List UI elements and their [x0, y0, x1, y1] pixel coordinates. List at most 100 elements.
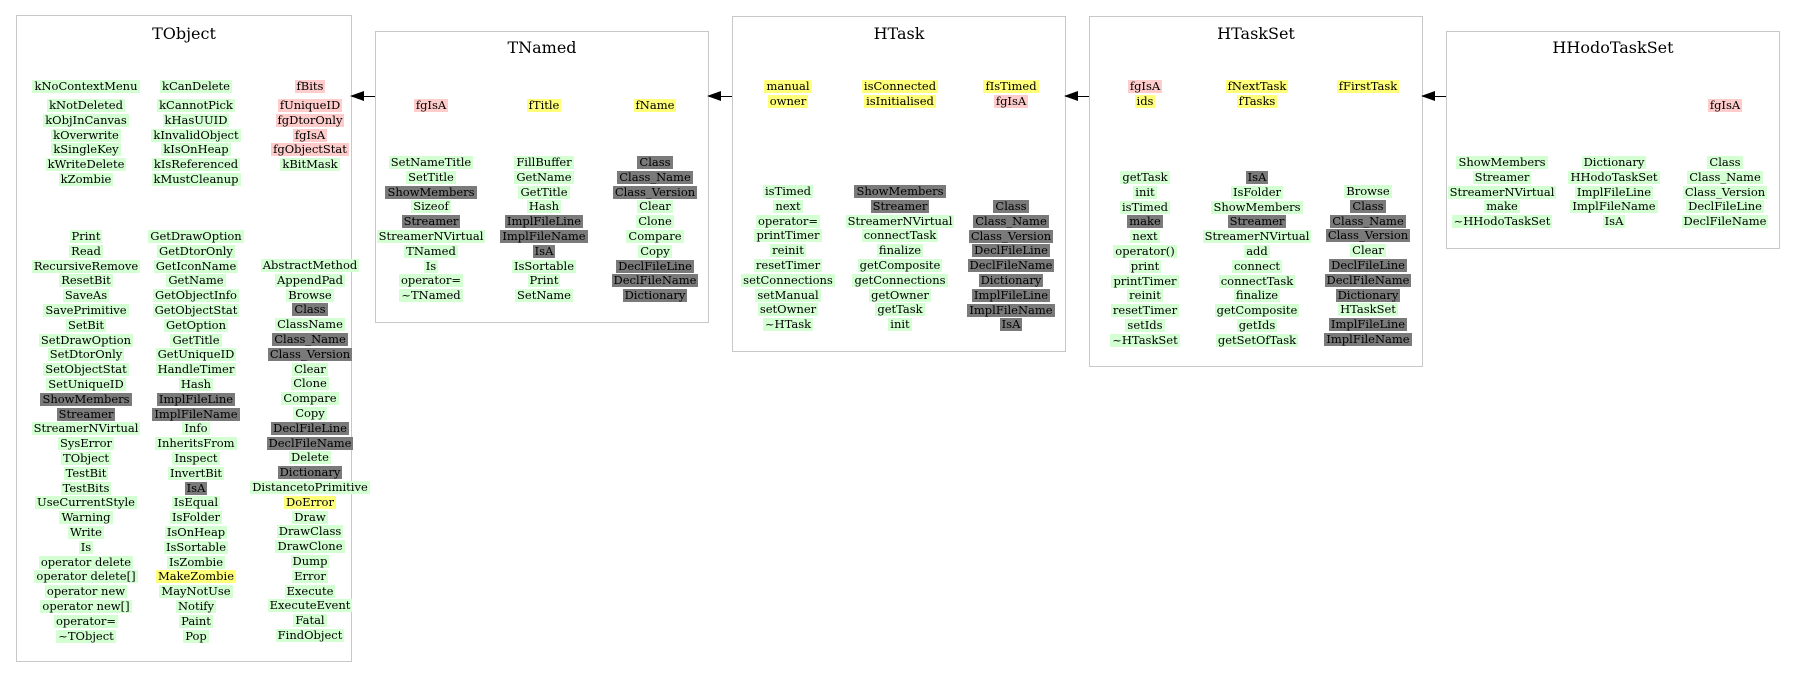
tnamed-group0-col2: fName	[600, 99, 710, 114]
htaskset-group0-col2: fFirstTask	[1313, 80, 1423, 95]
tobject-group2-col0: Print Read RecursiveRemove ResetBit SaveAs Sa…	[21, 230, 151, 644]
member-entry: fgObjectStat	[271, 142, 349, 157]
member-entry: kOverwrite	[51, 127, 121, 142]
member-entry: resetTimer	[1110, 303, 1180, 318]
member-entry: GetDrawOption	[148, 229, 244, 243]
member-entry: GetObjectInfo	[153, 288, 239, 303]
member-entry: HHodoTaskSet	[1568, 169, 1660, 184]
tobject-group0-col0: kNoContextMenu	[21, 80, 151, 95]
member-entry: Class_Version	[1682, 184, 1768, 199]
htask-group1-col2: Class Class_Name Class_Version DeclFileLine…	[956, 200, 1066, 333]
member-entry: AbstractMethod	[260, 258, 360, 272]
member-entry: IsA	[184, 480, 208, 495]
member-entry: DeclFileLine	[616, 258, 694, 273]
class-title: TNamed	[507, 38, 577, 57]
arrowhead-icon	[1064, 91, 1078, 101]
member-entry: Class	[1350, 198, 1386, 213]
member-entry: kMustCleanup	[151, 171, 241, 186]
member-entry: Class	[637, 155, 673, 169]
member-entry: manual	[764, 79, 812, 93]
member-entry: ImplFileLine	[1328, 317, 1408, 332]
member-entry: kCannotPick	[157, 98, 235, 112]
member-entry: Print	[527, 273, 561, 288]
member-entry: DeclFileLine	[1329, 257, 1407, 272]
member-entry: getTask	[875, 302, 925, 317]
member-entry: Streamer	[1472, 169, 1532, 184]
htask-group1-col1: ShowMembers Streamer StreamerNVirtual conne…	[845, 185, 955, 333]
member-entry: isConnected	[861, 79, 939, 93]
member-entry: Class_Version	[612, 184, 698, 199]
member-entry: ImplFileLine	[971, 287, 1051, 302]
member-entry: MakeZombie	[155, 569, 237, 584]
member-entry: fTitle	[526, 98, 562, 112]
member-entry: connectTask	[1218, 273, 1296, 288]
member-entry: reinit	[770, 243, 806, 258]
member-entry: Copy	[293, 405, 327, 420]
member-entry: ShowMembers	[1211, 199, 1303, 214]
member-entry: getComposite	[857, 257, 943, 272]
member-entry: ShowMembers	[385, 184, 477, 199]
member-entry: Write	[68, 524, 104, 539]
member-entry: fgIsA	[1707, 98, 1743, 112]
member-entry: ResetBit	[59, 273, 113, 288]
hhodotaskset-group0-col2: fgIsA	[1670, 99, 1780, 114]
member-entry: init	[1133, 184, 1157, 199]
member-entry: fgIsA	[1127, 79, 1163, 93]
member-entry: Info	[182, 421, 210, 436]
member-entry: HTaskSet	[1338, 302, 1398, 317]
member-entry: DeclFileName	[1681, 214, 1769, 229]
member-entry: printTimer	[1111, 273, 1179, 288]
member-entry: DrawClass	[276, 524, 344, 539]
member-entry: GetTitle	[170, 332, 222, 347]
member-entry: fBits	[294, 79, 326, 93]
member-entry: InvertBit	[167, 465, 225, 480]
member-entry: SetBit	[65, 317, 107, 332]
member-entry: Class_Name	[1687, 169, 1763, 184]
member-entry: GetName	[166, 273, 226, 288]
member-entry: Hash	[178, 376, 214, 391]
member-entry: IsSortable	[163, 539, 229, 554]
member-entry: IsFolder	[169, 510, 223, 525]
member-entry: operator()	[1113, 243, 1177, 258]
member-entry: TestBit	[63, 465, 109, 480]
member-entry: operator delete	[38, 554, 134, 569]
member-entry: TNamed	[404, 243, 458, 258]
member-entry: ~TObject	[56, 628, 116, 643]
member-entry: getIds	[1236, 317, 1278, 332]
member-entry: ImplFileName	[1324, 331, 1412, 346]
member-entry: IsEqual	[171, 495, 221, 510]
member-entry: SetName	[515, 288, 573, 303]
member-entry: SetUniqueID	[46, 376, 126, 391]
htaskset-group1-col2: Browse Class Class_Name Class_Version Clear D…	[1313, 185, 1423, 348]
member-entry: finalize	[876, 243, 924, 258]
member-entry: finalize	[1233, 288, 1281, 303]
tnamed-group0-col1: fTitle	[489, 99, 599, 114]
member-entry: setOwner	[757, 302, 819, 317]
member-entry: ImplFileName	[152, 406, 240, 421]
tobject-group2-col2: AbstractMethod AppendPad Browse Class ClassN…	[245, 259, 375, 644]
member-entry: SaveAs	[62, 288, 110, 303]
member-entry: ~HTask	[762, 317, 814, 332]
member-entry: Pop	[183, 628, 209, 643]
member-entry: ExecuteEvent	[267, 598, 353, 613]
member-entry: isTimed	[763, 184, 813, 198]
member-entry: Is	[423, 258, 439, 273]
member-entry: setManual	[755, 287, 821, 302]
member-entry: GetUniqueID	[155, 347, 237, 362]
member-entry: IsA	[1245, 170, 1269, 184]
member-entry: isInitialised	[864, 93, 936, 108]
htask-group0-col1: isConnected isInitialised	[845, 80, 955, 110]
member-entry: kNoContextMenu	[32, 79, 140, 93]
member-entry: ids	[1134, 93, 1156, 108]
member-entry: IsA	[532, 243, 556, 258]
member-entry: Class_Version	[1325, 228, 1411, 243]
member-entry: SavePrimitive	[43, 302, 129, 317]
member-entry: Read	[69, 243, 103, 258]
member-entry: SetNameTitle	[388, 155, 474, 169]
member-entry: print	[1128, 258, 1162, 273]
member-entry: IsFolder	[1230, 184, 1284, 199]
member-entry: ~HTaskSet	[1110, 332, 1180, 347]
member-entry: Class_Name	[617, 169, 693, 184]
member-entry: init	[888, 317, 912, 332]
class-box-hhodotaskset: HHodoTaskSet fgIsA ShowMembers Streamer St…	[1446, 31, 1780, 249]
